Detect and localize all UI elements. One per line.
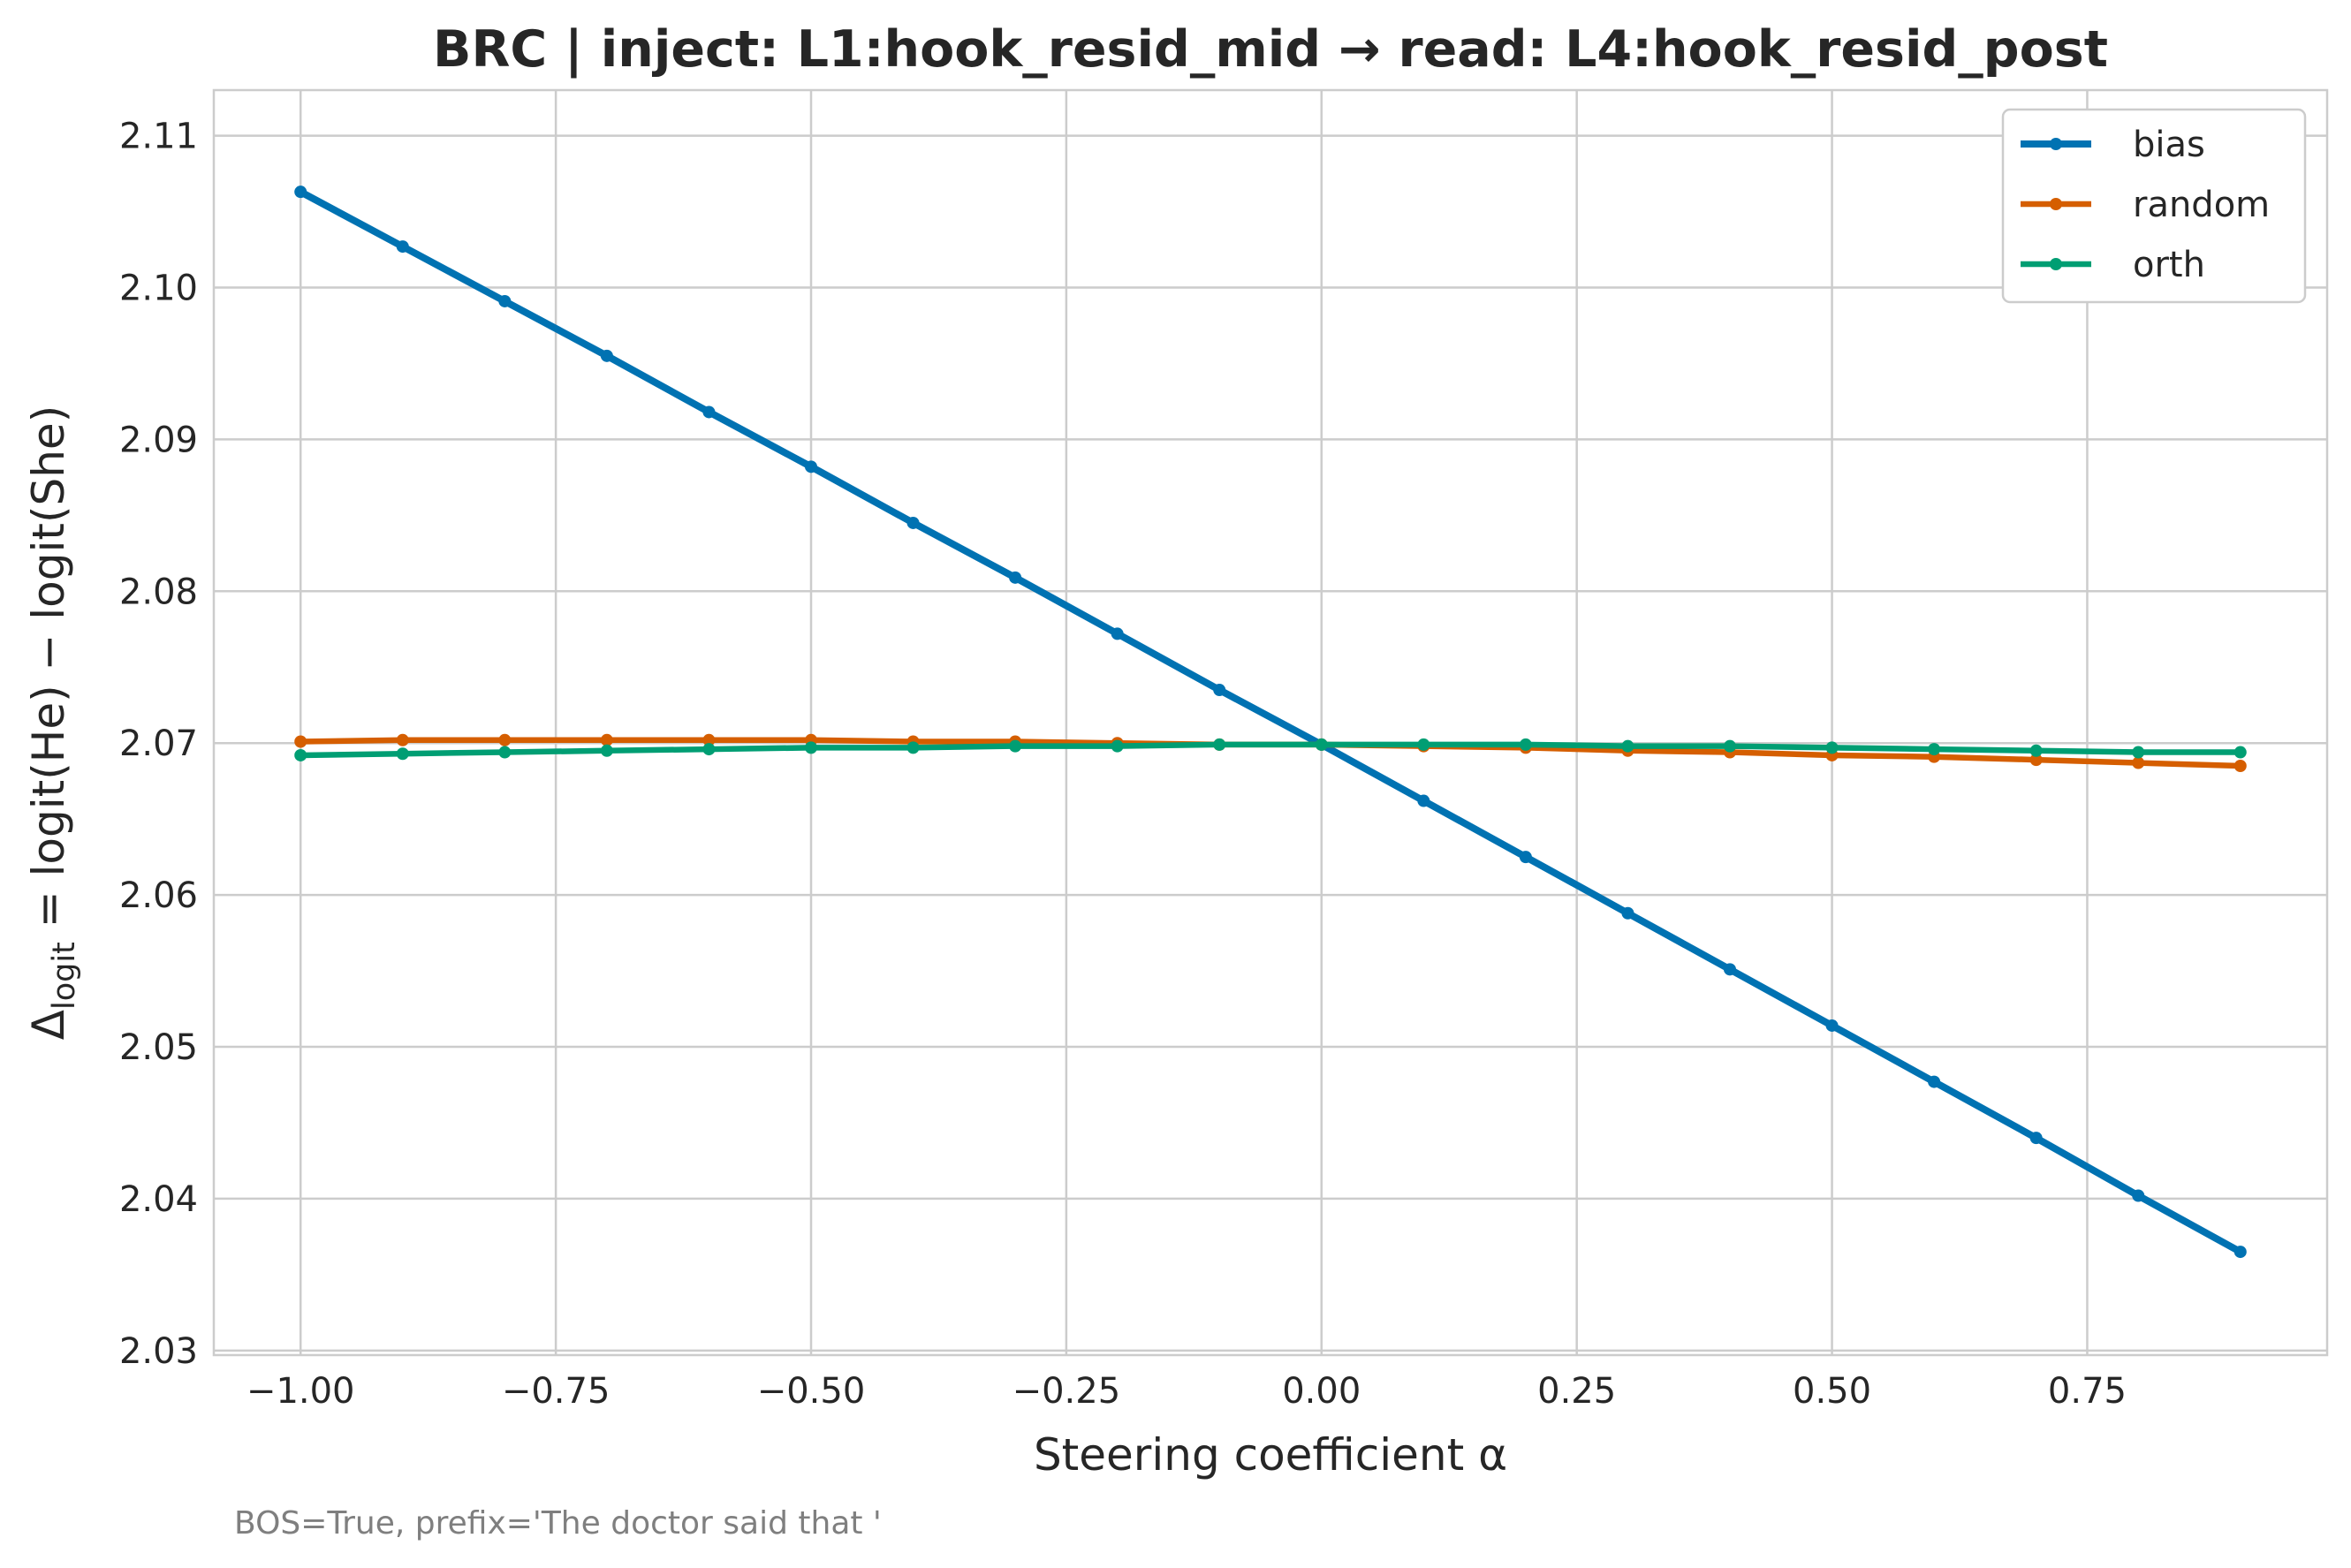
y-tick-label: 2.09 <box>119 420 198 460</box>
y-tick-labels: 2.03 2.04 2.05 2.06 2.07 2.08 2.09 2.10 2.11 <box>119 117 198 1372</box>
data-point-bias <box>906 516 920 529</box>
series-line-bias <box>297 188 2244 1256</box>
data-point-orth <box>1009 739 1022 753</box>
data-point-orth <box>805 741 817 754</box>
data-point-bias <box>2132 1189 2145 1202</box>
data-point-orth <box>1825 741 1839 754</box>
legend-label-bias: bias <box>2133 125 2205 165</box>
data-point-orth <box>1519 738 1532 751</box>
x-tick-label: 0.50 <box>1793 1371 1871 1412</box>
plot-area <box>212 88 2329 1357</box>
data-point-random <box>600 733 613 746</box>
y-tick-label: 2.08 <box>119 572 198 612</box>
data-point-bias <box>2029 1132 2043 1145</box>
x-tick-label: −0.25 <box>1012 1371 1121 1412</box>
series-orth <box>294 738 2247 761</box>
y-axis-label-subscript: logit <box>47 942 82 1010</box>
data-point-orth <box>1724 739 1736 753</box>
x-tick-labels: −1.00 −0.75 −0.50 −0.25 0.00 0.25 0.50 0.75 <box>246 1371 2127 1412</box>
data-point-random <box>498 733 512 746</box>
y-tick-label: 2.03 <box>119 1331 198 1372</box>
data-point-orth <box>1111 739 1124 753</box>
data-point-orth <box>1213 738 1226 751</box>
y-tick-label: 2.04 <box>119 1179 198 1220</box>
data-point-bias <box>600 349 613 362</box>
legend: bias random orth <box>2001 108 2307 304</box>
data-point-orth <box>2029 744 2043 757</box>
x-tick-label: −0.75 <box>502 1371 611 1412</box>
data-point-random <box>702 733 716 746</box>
data-point-bias <box>1928 1075 1941 1088</box>
data-point-bias <box>805 460 817 473</box>
data-point-bias <box>396 240 409 254</box>
legend-label-random: random <box>2133 185 2270 225</box>
series-layer <box>294 186 2247 1259</box>
data-point-bias <box>1009 571 1022 584</box>
chart-title: BRC | inject: L1:hook_resid_mid → read: … <box>433 20 2108 80</box>
data-point-bias <box>294 186 307 199</box>
data-point-orth <box>396 747 409 761</box>
data-point-orth <box>906 741 920 754</box>
data-point-orth <box>2233 746 2247 759</box>
series-line-orth <box>297 741 2244 759</box>
legend-item-orth: orth <box>2021 245 2205 285</box>
y-axis-label-delta: Δ <box>23 1010 74 1040</box>
x-tick-label: 0.75 <box>2048 1371 2127 1412</box>
data-point-random <box>294 735 307 748</box>
y-tick-label: 2.05 <box>119 1027 198 1068</box>
data-point-bias <box>1111 627 1124 640</box>
data-point-orth <box>1621 739 1634 753</box>
legend-label-orth: orth <box>2133 245 2205 285</box>
footnote: BOS=True, prefix='The doctor said that ' <box>234 1505 882 1541</box>
data-point-bias <box>1519 851 1532 864</box>
y-tick-label: 2.07 <box>119 723 198 764</box>
x-tick-label: 0.25 <box>1537 1371 1616 1412</box>
data-point-bias <box>1621 906 1634 920</box>
grid <box>214 90 2327 1355</box>
legend-item-random: random <box>2021 185 2270 225</box>
data-point-bias <box>1213 684 1226 697</box>
x-tick-label: −0.50 <box>757 1371 866 1412</box>
data-point-orth <box>1417 738 1430 751</box>
x-tick-label: 0.00 <box>1282 1371 1361 1412</box>
legend-box <box>2001 108 2307 304</box>
axes-frame <box>212 88 2329 1357</box>
data-point-orth <box>1928 743 1941 756</box>
x-axis-label: Steering coefficient α <box>1034 1429 1507 1481</box>
x-tick-label: −1.00 <box>246 1371 355 1412</box>
y-axis-label-expression: = logit(He) − logit(She) <box>23 405 74 942</box>
data-point-bias <box>2233 1246 2247 1259</box>
data-point-orth <box>600 744 613 757</box>
data-point-random <box>396 733 409 746</box>
data-point-orth <box>2132 746 2145 759</box>
legend-marker-orth <box>2050 258 2062 270</box>
data-point-bias <box>1417 794 1430 807</box>
data-point-random <box>2029 754 2043 767</box>
series-bias <box>294 186 2247 1259</box>
data-point-orth <box>1315 738 1328 751</box>
y-axis-label: Δlogit = logit(He) − logit(She) <box>23 405 82 1040</box>
data-point-bias <box>1825 1019 1839 1032</box>
y-tick-label: 2.06 <box>119 875 198 916</box>
axes-background <box>214 90 2327 1355</box>
data-point-random <box>2132 756 2145 769</box>
legend-marker-random <box>2050 198 2062 210</box>
y-tick-label: 2.11 <box>119 117 198 157</box>
data-point-random <box>2233 759 2247 772</box>
y-tick-label: 2.10 <box>119 268 198 308</box>
data-point-bias <box>702 405 716 419</box>
legend-marker-bias <box>2050 138 2062 150</box>
data-point-bias <box>498 294 512 307</box>
data-point-orth <box>702 743 716 756</box>
data-point-bias <box>1724 963 1736 976</box>
data-point-orth <box>294 748 307 761</box>
data-point-orth <box>498 746 512 759</box>
legend-item-bias: bias <box>2021 125 2205 165</box>
